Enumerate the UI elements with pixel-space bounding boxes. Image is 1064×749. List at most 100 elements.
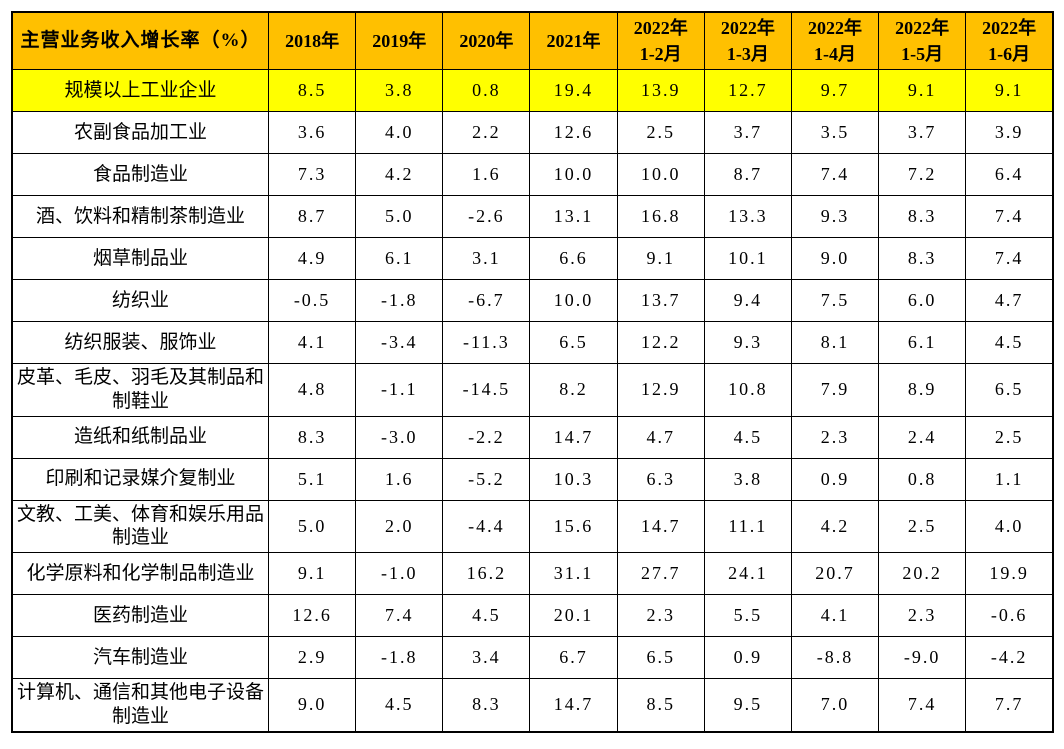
value-cell: 3.7 bbox=[878, 111, 967, 154]
value-cell: 7.9 bbox=[790, 363, 880, 417]
value-cell: -2.2 bbox=[442, 415, 531, 459]
value-cell: 0.9 bbox=[790, 457, 880, 501]
value-cell: 7.2 bbox=[878, 153, 967, 196]
column-header-line1: 2018年 bbox=[285, 30, 340, 51]
value-cell: 8.3 bbox=[878, 237, 967, 280]
value-cell: 8.3 bbox=[267, 415, 357, 459]
value-cell: 24.1 bbox=[703, 552, 792, 595]
value-cell: 7.7 bbox=[965, 678, 1054, 732]
value-cell: 4.1 bbox=[790, 594, 880, 637]
value-cell: 16.2 bbox=[442, 552, 531, 595]
table-header: 主营业务收入增长率（%） 2018年 2019年 2020年 2021年 2022年 1-… bbox=[11, 11, 1054, 70]
value-cell: 10.8 bbox=[703, 363, 792, 417]
value-cell: 9.1 bbox=[616, 237, 705, 280]
value-cell: 12.2 bbox=[616, 321, 705, 364]
value-cell: 6.1 bbox=[878, 321, 967, 364]
value-cell: -5.2 bbox=[442, 457, 531, 501]
value-cell: 2.3 bbox=[878, 594, 967, 637]
value-cell: 19.9 bbox=[965, 552, 1054, 595]
value-cell: 20.1 bbox=[529, 594, 618, 637]
value-cell: 4.9 bbox=[267, 237, 357, 280]
table-row: 汽车制造业 2.9 -1.8 3.4 6.7 6.5 0.9 -8.8 -9.0 -4.2 bbox=[11, 636, 1054, 679]
value-cell: 8.2 bbox=[529, 363, 618, 417]
value-cell: 5.0 bbox=[355, 195, 444, 238]
column-header: 2018年 bbox=[267, 11, 357, 70]
value-cell: 6.6 bbox=[529, 237, 618, 280]
value-cell: 2.0 bbox=[355, 499, 444, 553]
value-cell: 10.0 bbox=[529, 279, 618, 322]
value-cell: 10.3 bbox=[529, 457, 618, 501]
value-cell: 0.9 bbox=[703, 636, 792, 679]
value-cell: 9.0 bbox=[267, 678, 357, 732]
value-cell: 8.7 bbox=[267, 195, 357, 238]
value-cell: -2.6 bbox=[442, 195, 531, 238]
value-cell: 9.1 bbox=[878, 69, 967, 112]
table-row: 文教、工美、体育和娱乐用品制造业 5.0 2.0 -4.4 15.6 14.7 11.1 4.… bbox=[11, 499, 1054, 553]
value-cell: 2.5 bbox=[878, 499, 967, 553]
value-cell: 31.1 bbox=[529, 552, 618, 595]
value-cell: 2.3 bbox=[790, 415, 880, 459]
value-cell: 1.1 bbox=[965, 457, 1054, 501]
column-header-line1: 2021年 bbox=[546, 30, 601, 51]
value-cell: 3.9 bbox=[965, 111, 1054, 154]
table-row: 食品制造业 7.3 4.2 1.6 10.0 10.0 8.7 7.4 7.2 6.4 bbox=[11, 153, 1054, 196]
value-cell: 14.7 bbox=[529, 415, 618, 459]
value-cell: -3.4 bbox=[355, 321, 444, 364]
value-cell: 4.2 bbox=[790, 499, 880, 553]
value-cell: 20.7 bbox=[790, 552, 880, 595]
value-cell: -0.6 bbox=[965, 594, 1054, 637]
value-cell: -1.1 bbox=[355, 363, 444, 417]
row-label: 医药制造业 bbox=[11, 594, 269, 637]
value-cell: 3.8 bbox=[703, 457, 792, 501]
value-cell: 20.2 bbox=[878, 552, 967, 595]
value-cell: 6.0 bbox=[878, 279, 967, 322]
column-header: 2022年 1-6月 bbox=[965, 11, 1054, 70]
column-header-line2: 1-6月 bbox=[988, 44, 1031, 64]
table-row: 印刷和记录媒介复制业 5.1 1.6 -5.2 10.3 6.3 3.8 0.9 0.8 1.1 bbox=[11, 457, 1054, 501]
row-label: 化学原料和化学制品制造业 bbox=[11, 552, 269, 595]
value-cell: 12.6 bbox=[267, 594, 357, 637]
value-cell: 5.5 bbox=[703, 594, 792, 637]
value-cell: -9.0 bbox=[878, 636, 967, 679]
corner-header: 主营业务收入增长率（%） bbox=[11, 11, 269, 70]
growth-rate-table-container: 主营业务收入增长率（%） 2018年 2019年 2020年 2021年 2022年 1-… bbox=[11, 11, 1054, 733]
value-cell: 9.1 bbox=[267, 552, 357, 595]
table-row: 化学原料和化学制品制造业 9.1 -1.0 16.2 31.1 27.7 24.1 20.7 2… bbox=[11, 552, 1054, 595]
table-body: 规模以上工业企业 8.5 3.8 0.8 19.4 13.9 12.7 9.7 9.1 9.1 农副… bbox=[11, 69, 1054, 732]
value-cell: -4.4 bbox=[442, 499, 531, 553]
value-cell: 8.5 bbox=[616, 678, 705, 732]
value-cell: 12.7 bbox=[703, 69, 792, 112]
value-cell: 13.3 bbox=[703, 195, 792, 238]
column-header-line1: 2022年 bbox=[895, 17, 950, 38]
row-label: 规模以上工业企业 bbox=[11, 69, 269, 112]
value-cell: 14.7 bbox=[529, 678, 618, 732]
value-cell: 4.0 bbox=[965, 499, 1054, 553]
column-header: 2022年 1-2月 bbox=[616, 11, 705, 70]
value-cell: 8.3 bbox=[442, 678, 531, 732]
column-header: 2020年 bbox=[442, 11, 531, 70]
row-label: 烟草制品业 bbox=[11, 237, 269, 280]
value-cell: 9.0 bbox=[790, 237, 880, 280]
value-cell: 6.4 bbox=[965, 153, 1054, 196]
value-cell: 6.3 bbox=[616, 457, 705, 501]
value-cell: 4.5 bbox=[703, 415, 792, 459]
table-row: 计算机、通信和其他电子设备制造业 9.0 4.5 8.3 14.7 8.5 9.5 7.0 7.… bbox=[11, 678, 1054, 732]
value-cell: 4.7 bbox=[616, 415, 705, 459]
value-cell: 10.0 bbox=[529, 153, 618, 196]
value-cell: 6.7 bbox=[529, 636, 618, 679]
value-cell: -1.8 bbox=[355, 636, 444, 679]
row-label: 酒、饮料和精制茶制造业 bbox=[11, 195, 269, 238]
value-cell: 8.1 bbox=[790, 321, 880, 364]
value-cell: 9.3 bbox=[790, 195, 880, 238]
value-cell: 7.3 bbox=[267, 153, 357, 196]
column-header: 2022年 1-4月 bbox=[790, 11, 880, 70]
value-cell: 0.8 bbox=[878, 457, 967, 501]
value-cell: 2.5 bbox=[965, 415, 1054, 459]
value-cell: 3.4 bbox=[442, 636, 531, 679]
value-cell: 2.2 bbox=[442, 111, 531, 154]
column-header: 2021年 bbox=[529, 11, 618, 70]
value-cell: -8.8 bbox=[790, 636, 880, 679]
value-cell: 4.5 bbox=[442, 594, 531, 637]
value-cell: 7.5 bbox=[790, 279, 880, 322]
value-cell: 4.8 bbox=[267, 363, 357, 417]
